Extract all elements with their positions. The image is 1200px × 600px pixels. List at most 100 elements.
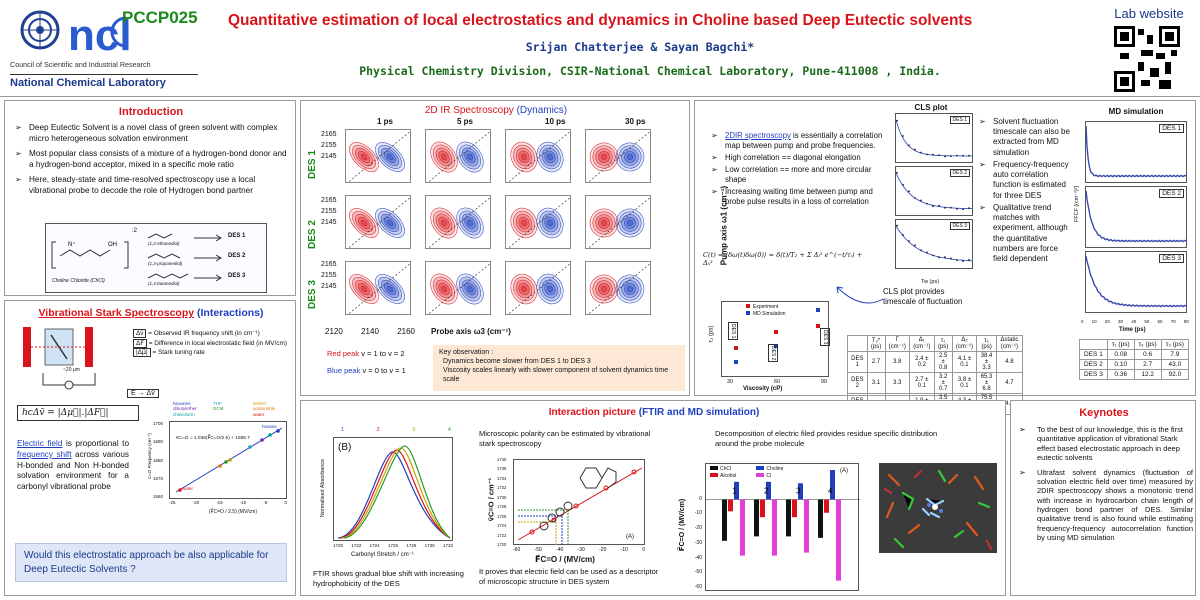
data-point xyxy=(260,438,264,442)
bar xyxy=(804,500,809,553)
bar xyxy=(792,500,797,518)
data-point xyxy=(956,259,958,261)
data-point xyxy=(962,260,964,262)
cls-panel-label: DES 2 xyxy=(950,169,970,177)
data-point xyxy=(938,205,940,207)
data-point xyxy=(968,259,970,261)
y-tick-label: -30 xyxy=(695,540,702,546)
data-point xyxy=(896,172,898,174)
table-header-cell: τ₂ (ps) xyxy=(977,336,997,352)
data-point xyxy=(920,152,922,154)
key-observation-box: Key observation : Dynamics become slower… xyxy=(433,345,685,391)
viscosity-xlabel: Viscosity (cP) xyxy=(743,386,782,392)
table-cell: DES 1 xyxy=(1080,350,1108,360)
data-point xyxy=(926,252,928,254)
ir2d-yticks: 2165 2155 2145 xyxy=(321,259,343,292)
ir2d-bullet: High correlation == diagonal elongation xyxy=(709,153,889,163)
table-cell: 43.0 xyxy=(1161,360,1188,370)
table-cell: 2.7 ± 0.1 xyxy=(909,373,934,394)
cls-panel: DES 1 xyxy=(895,113,973,163)
md-plot: DES 1 DES 2 DES 3 xyxy=(1085,121,1187,317)
data-point xyxy=(908,190,910,192)
data-point xyxy=(908,144,910,146)
ir2d-yticks: 2165 2155 2145 xyxy=(321,129,343,162)
table-header-row: τ₁ (ps) τ₂ (ps) τ₃ (ps) xyxy=(1080,340,1189,350)
stark-field-label: E → Δv̄ xyxy=(127,389,159,398)
md-xticks: 0 10 20 30 40 50 60 70 80 xyxy=(1081,319,1189,324)
table-header-cell xyxy=(848,336,868,352)
ir2d-bullet: Increasing waiting time between pump and… xyxy=(709,187,889,207)
choline-structure-icon: N⁺ OH xyxy=(50,234,130,276)
bar xyxy=(722,500,727,541)
data-point xyxy=(902,184,904,186)
stark-fit-caption: It proves that electric field can be use… xyxy=(479,567,659,587)
data-point xyxy=(962,208,964,210)
cls-panel-label: DES 3 xyxy=(950,222,970,230)
md-title: MD simulation xyxy=(1081,107,1191,116)
contour-plot xyxy=(345,261,411,315)
scheme-row: (1,3-propanediol) DES 2 xyxy=(146,252,264,268)
ftir-caption: FTIR shows gradual blue shift with incre… xyxy=(313,569,473,589)
lab-website-label[interactable]: Lab website xyxy=(1104,6,1194,21)
category-label: 1 xyxy=(732,487,737,496)
stark-fit-text: Microscopic polarity can be estimated by… xyxy=(479,429,655,449)
md-bullet: Frequency-frequency auto correlation fun… xyxy=(977,160,1071,201)
molecular-snapshot-icon xyxy=(879,463,997,553)
cls-plot: DES 1 DES 2 DES 3 xyxy=(895,113,973,269)
table-cell: 2.7 xyxy=(1134,360,1161,370)
md-panel: DES 2 xyxy=(1085,186,1187,248)
scheme-row: (1,4-butanediol) DES 3 xyxy=(146,272,264,288)
ir2d-yticks: 2165 2155 2145 xyxy=(321,195,343,228)
bar xyxy=(818,500,823,538)
md-panel-label: DES 2 xyxy=(1159,189,1184,198)
table-cell: 3.1 xyxy=(867,373,885,394)
data-point xyxy=(228,458,232,462)
data-point xyxy=(914,244,916,246)
table-cell: 4.1 ± 0.1 xyxy=(952,352,977,373)
viscosity-ylabel: τ₂ (ps) xyxy=(708,326,714,343)
stark-fit-frame: (A) xyxy=(513,459,645,545)
stark-thickness: ~20 μm xyxy=(63,367,80,373)
md-panel-label: DES 1 xyxy=(1159,124,1184,133)
md-ylabel: FFCF [(cm⁻¹)²] xyxy=(1074,164,1080,244)
table-header-cell: Δstatic (cm⁻¹) xyxy=(996,336,1022,352)
data-point xyxy=(908,240,910,242)
keynotes-bullets: To the best of our knowledge, this is th… xyxy=(1017,425,1193,548)
viscosity-frame: Experiment MD Simulation DES 1 DES 2 DES… xyxy=(721,301,829,377)
ir2d-bullet: 2DIR spectroscopy is essentially a corre… xyxy=(709,131,889,151)
table-header-row: T₂* (ps) Γ (cm⁻¹) Δ₁ (cm⁻¹) τ₁ (ps) Δ₂ (cm⁻¹… xyxy=(848,336,1023,352)
arrow-right-icon xyxy=(194,254,224,262)
y-tick-label: -10 xyxy=(695,510,702,516)
stark-fit-eq: v̄C=O = 1.036(F⃗C=O/2.5) + 1695.7 xyxy=(176,436,250,441)
table-cell: DES 2 xyxy=(848,373,868,394)
data-point xyxy=(926,154,928,156)
table-cell: 0.10 xyxy=(1107,360,1134,370)
table-row: DES 1 2.7 3.8 2.4 ± 0.2 2.5 ± 0.8 4.1 ± 0.1 38… xyxy=(848,352,1023,373)
y-tick-label: -50 xyxy=(695,569,702,575)
header: ncl Council of Scientific and Industrial… xyxy=(0,0,1200,96)
cls-panel: DES 3 xyxy=(895,219,973,269)
ftir-frame: (B) xyxy=(333,437,453,541)
md-bullet: Qualitative trend matches with experimen… xyxy=(977,203,1071,264)
table-cell: 38.4 ± 3.3 xyxy=(977,352,997,373)
data-point xyxy=(968,207,970,209)
contour-plot xyxy=(345,129,411,183)
table-cell: 0.08 xyxy=(1107,350,1134,360)
bar xyxy=(740,500,745,556)
contour-plot xyxy=(585,261,651,315)
data-point xyxy=(938,257,940,259)
decomp-text: Decomposition of electric filed provides… xyxy=(715,429,955,449)
decomp-ylabel: F⃗C=O / (MV/cm) xyxy=(678,490,686,560)
viscosity-xticks: 30 60 90 xyxy=(727,379,827,385)
table-cell: 4.7 xyxy=(996,373,1022,394)
bar xyxy=(824,500,829,513)
contour-plot xyxy=(585,129,651,183)
bar xyxy=(772,500,777,556)
keynotes-title: Keynotes xyxy=(1011,407,1197,419)
data-point xyxy=(914,197,916,199)
data-point xyxy=(932,154,934,156)
qr-code-icon[interactable] xyxy=(1114,26,1180,92)
scheme-row: (1,2-ethanediol) DES 1 xyxy=(146,232,264,248)
contour-plot xyxy=(345,195,411,249)
y-tick-label: 0 xyxy=(699,496,702,502)
